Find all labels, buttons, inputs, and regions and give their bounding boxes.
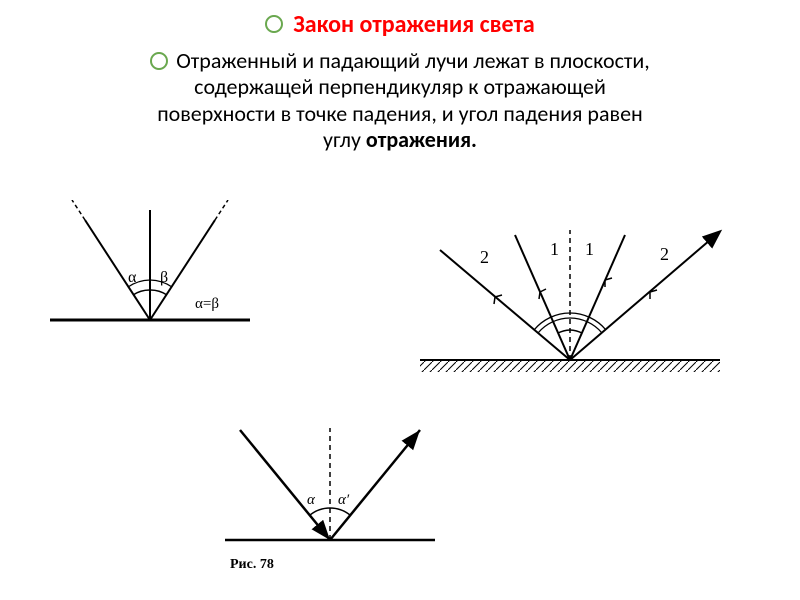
diagram3-svg: α α′ Рис. 78 (210, 410, 440, 580)
body-text: Отраженный и падающий лучи лежат в плоск… (40, 48, 760, 154)
body-line-1: содержащей перпендикуляр к отражающей (194, 73, 606, 100)
title-text: Закон отражения света (293, 10, 535, 39)
label-alpha-prime: α′ (338, 492, 350, 508)
slide-title: Закон отражения света (0, 10, 800, 39)
body-line-2: поверхности в точке падения, и угол паде… (157, 100, 643, 127)
label-2-left: 2 (480, 247, 489, 267)
diagram-reflection-numbered: 1 1 2 2 (400, 210, 740, 400)
label-beta: β (160, 269, 168, 286)
body-bold-tail: отражения. (366, 126, 477, 153)
title-bullet-icon (265, 15, 283, 33)
body-line-0: Отраженный и падающий лучи лежат в плоск… (176, 47, 650, 74)
diagram-reflection-primed: α α′ Рис. 78 (210, 410, 440, 580)
diagram-reflection-simple: α β α=β (40, 200, 260, 360)
diagram2-svg: 1 1 2 2 (400, 210, 740, 400)
diagram3-caption: Рис. 78 (230, 557, 274, 572)
label-1-left: 1 (550, 239, 559, 259)
body-line-3: углу (323, 126, 361, 153)
diagram1-svg: α β α=β (40, 200, 260, 360)
label-eq: α=β (195, 296, 219, 312)
label-alpha: α (128, 269, 137, 286)
body-bullet-icon (150, 52, 168, 70)
label-2-right: 2 (660, 244, 669, 264)
label-1-right: 1 (585, 239, 594, 259)
label-alpha-d3: α (307, 492, 316, 508)
